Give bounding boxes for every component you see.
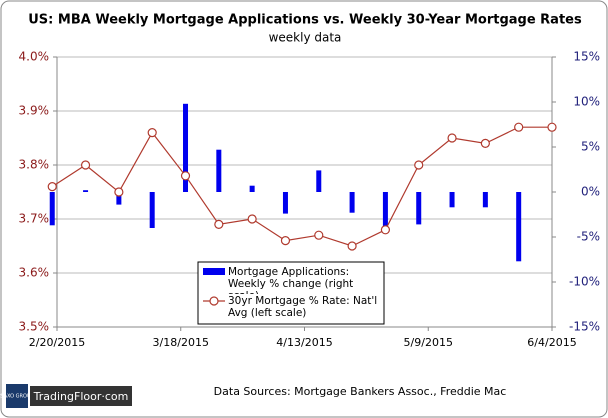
legend-box <box>197 261 385 325</box>
line-marker <box>114 187 124 197</box>
line-marker <box>380 225 391 235</box>
logo-site: TradingFloor·com <box>33 390 129 403</box>
bar <box>183 103 189 192</box>
y-tick-label: 3.6% <box>19 266 50 280</box>
legend-entry: Mortgage Applications: Weekly % change (… <box>228 266 354 294</box>
line-marker <box>414 160 424 170</box>
bar <box>449 192 455 208</box>
y-tick-label: 3.5% <box>19 320 50 334</box>
chart-subtitle: weekly data <box>269 31 342 45</box>
line-marker <box>214 219 224 229</box>
source: Data Sources: Mortgage Bankers Assoc., F… <box>214 385 507 398</box>
bar <box>216 149 222 192</box>
y-tick-label: 4.0% <box>19 50 50 64</box>
y-tick-label: 3.8% <box>19 158 50 172</box>
legend-entry: 30yr Mortgage % Rate: Nat'l Avg (left sc… <box>228 295 378 319</box>
chart-title: US: MBA Weekly Mortgage Applications vs.… <box>28 13 582 28</box>
y-tick-label: 3.9% <box>19 104 50 118</box>
line-marker <box>547 122 557 132</box>
bar <box>516 192 522 262</box>
logo-brand: SAXO GROUP <box>0 394 33 400</box>
y2-tick-label: 0% <box>581 185 600 199</box>
y2-tick-label: 5% <box>581 140 600 154</box>
legend-marker <box>209 296 219 306</box>
bar <box>116 192 122 205</box>
x-tick-label: 3/18/2015 <box>153 336 209 349</box>
x-tick-label: 4/13/2015 <box>276 336 332 349</box>
bar <box>316 170 322 192</box>
bar <box>149 192 155 228</box>
line-marker <box>480 138 490 148</box>
line-marker <box>247 214 257 224</box>
line <box>51 126 552 247</box>
x-tick-label: 6/4/2015 <box>527 336 576 349</box>
y2-tick-label: -15% <box>569 320 600 334</box>
line-marker <box>347 241 357 251</box>
bar <box>349 192 355 213</box>
legend-entry-box: 30yr Mortgage % Rate: Nat'l Avg (left sc… <box>228 295 378 319</box>
y2-tick-label: 10% <box>573 95 600 109</box>
bar <box>382 192 388 228</box>
legend-entry-box: Mortgage Applications: Weekly % change (… <box>228 266 354 294</box>
line-marker <box>514 122 524 132</box>
line-marker <box>314 230 324 240</box>
legend-swatch <box>203 268 225 275</box>
y2-tick-label: -5% <box>577 230 600 244</box>
bar <box>482 192 488 208</box>
bar <box>282 192 288 214</box>
logo-badge <box>6 384 28 408</box>
line-marker <box>280 236 291 246</box>
bar <box>49 192 55 226</box>
x-tick-label: 2/20/2015 <box>29 336 85 349</box>
line-marker <box>47 182 57 192</box>
y2-tick-label: 15% <box>573 50 600 64</box>
line-marker <box>80 160 91 170</box>
bar <box>416 192 422 225</box>
line-marker <box>147 128 157 138</box>
line-marker <box>447 133 457 143</box>
x-tick-label: 5/9/2015 <box>404 336 453 349</box>
logo-site-bg <box>30 386 132 406</box>
line-marker <box>180 171 191 181</box>
y-tick-label: 3.7% <box>19 212 50 226</box>
bar <box>83 190 89 192</box>
bar <box>249 185 255 192</box>
y2-tick-label: -10% <box>569 275 600 289</box>
